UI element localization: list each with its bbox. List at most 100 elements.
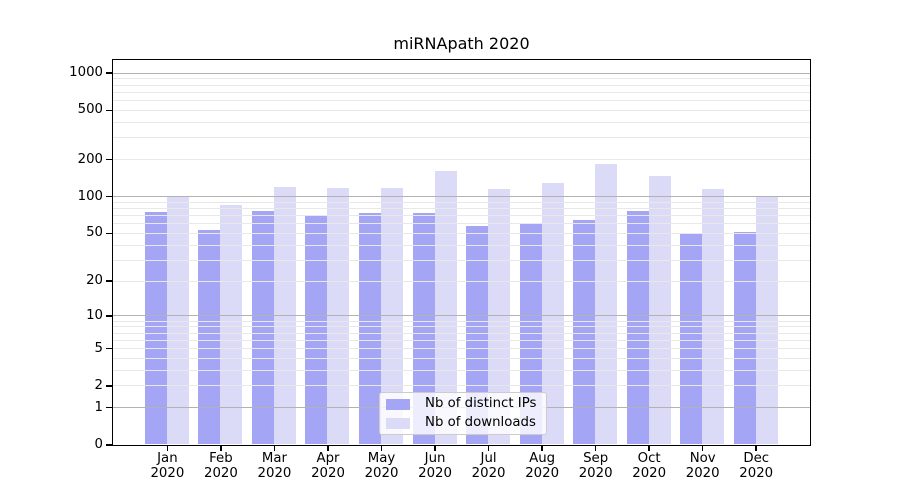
minor-gridline [112, 121, 810, 123]
bar-downloads [595, 163, 618, 445]
y-tick-mark [106, 195, 113, 198]
x-axis-month-label: Jun 2020 [407, 451, 463, 481]
minor-gridline [112, 159, 810, 161]
y-axis-tick-label: 2 [94, 377, 103, 393]
month-year: 2020 [311, 466, 345, 481]
chart-title: miRNApath 2020 [393, 34, 530, 53]
minor-gridline [112, 320, 810, 322]
minor-gridline [112, 201, 810, 203]
x-axis-month-label: Mar 2020 [246, 451, 302, 481]
bar-distinct-ips [251, 211, 274, 445]
x-axis-month-label: Sep 2020 [568, 451, 624, 481]
minor-gridline [112, 385, 810, 387]
minor-gridline [112, 215, 810, 217]
minor-gridline [112, 244, 810, 246]
bar-downloads [702, 189, 725, 445]
minor-gridline [112, 357, 810, 359]
month-name: Sep [583, 451, 609, 466]
month-name: Mar [261, 451, 287, 466]
x-tick-mark [594, 445, 597, 451]
x-axis-month-label: Oct 2020 [621, 451, 677, 481]
month-year: 2020 [364, 466, 399, 481]
minor-gridline [112, 348, 810, 350]
bar-distinct-ips [733, 231, 756, 445]
legend-label-distinct-ips: Nb of distinct IPs [425, 396, 537, 411]
month-name: Aug [529, 451, 556, 466]
minor-gridline [112, 339, 810, 341]
month-year: 2020 [632, 466, 667, 481]
y-axis-tick-label: 1 [94, 399, 103, 415]
major-gridline [112, 315, 810, 317]
bar-downloads [220, 205, 243, 445]
y-axis-tick-label: 0 [94, 437, 103, 452]
bar-distinct-ips [466, 226, 489, 445]
month-name: Nov [689, 451, 716, 466]
month-year: 2020 [257, 466, 292, 481]
y-tick-mark [106, 109, 113, 112]
y-axis-tick-label: 1000 [69, 65, 103, 81]
month-name: Dec [743, 451, 770, 466]
month-year: 2020 [418, 466, 452, 481]
x-axis-month-label: Jan 2020 [139, 451, 195, 481]
minor-gridline [112, 91, 810, 93]
month-name: Jul [480, 451, 497, 466]
minor-gridline [112, 369, 810, 371]
bar-downloads [648, 176, 671, 445]
bar-downloads [488, 189, 511, 445]
plot-area [111, 58, 811, 446]
x-tick-mark [327, 445, 329, 451]
x-tick-mark [755, 445, 757, 451]
minor-gridline [112, 280, 810, 282]
y-tick-mark [106, 406, 113, 409]
minor-gridline [112, 137, 810, 139]
x-tick-mark [487, 445, 490, 451]
bar-downloads [755, 195, 778, 445]
bar-downloads [434, 171, 457, 445]
legend-label-downloads: Nb of downloads [425, 415, 536, 430]
x-axis-month-label: Jul 2020 [461, 451, 517, 481]
month-year: 2020 [471, 466, 506, 481]
x-tick-mark [273, 445, 276, 451]
x-axis-month-label: May 2020 [354, 451, 410, 481]
major-gridline [112, 72, 810, 74]
minor-gridline [112, 332, 810, 334]
minor-gridline [112, 259, 810, 261]
y-tick-mark [106, 158, 113, 161]
bar-downloads [541, 182, 564, 445]
minor-gridline [112, 208, 810, 210]
month-year: 2020 [739, 466, 774, 481]
bar-distinct-ips [412, 212, 435, 445]
legend: Nb of distinct IPs Nb of downloads [379, 392, 547, 435]
legend-swatch-distinct-ips [386, 398, 410, 410]
x-tick-mark [541, 445, 543, 451]
x-tick-mark [380, 445, 383, 451]
y-axis-tick-label: 50 [86, 225, 103, 241]
month-name: Apr [316, 451, 340, 466]
y-tick-mark [106, 315, 113, 317]
minor-gridline [112, 326, 810, 328]
y-tick-mark [106, 232, 113, 235]
y-tick-mark [106, 280, 113, 282]
month-year: 2020 [150, 466, 185, 481]
x-tick-mark [434, 445, 436, 451]
minor-gridline [112, 100, 810, 102]
legend-item-downloads: Nb of downloads [386, 415, 538, 431]
bar-distinct-ips [626, 210, 649, 445]
bar-distinct-ips [359, 212, 382, 445]
y-axis-tick-label: 200 [77, 151, 103, 167]
x-axis-month-label: Apr 2020 [300, 451, 356, 481]
x-tick-mark [220, 445, 222, 451]
month-year: 2020 [525, 466, 560, 481]
x-tick-mark [166, 445, 169, 451]
minor-gridline [112, 78, 810, 80]
month-name: Jan [157, 451, 178, 466]
x-axis-month-label: Aug 2020 [514, 451, 570, 481]
x-axis-month-label: Nov 2020 [675, 451, 731, 481]
bar-downloads [166, 195, 189, 445]
minor-gridline [112, 109, 810, 111]
month-name: Feb [209, 451, 233, 466]
bar-distinct-ips [680, 232, 703, 445]
bar-distinct-ips [573, 219, 596, 445]
major-gridline [112, 196, 810, 198]
